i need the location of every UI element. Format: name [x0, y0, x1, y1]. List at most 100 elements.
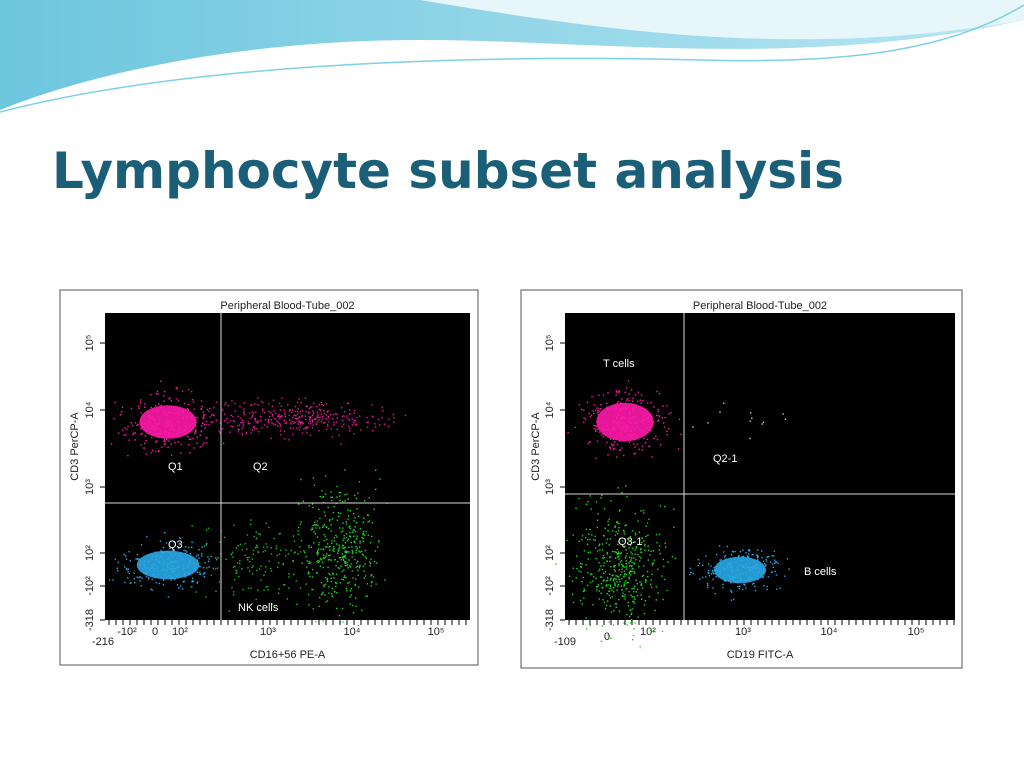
cell-dot: [300, 521, 302, 523]
cell-dot: [616, 391, 618, 393]
cell-dot: [640, 510, 642, 512]
cell-dot: [625, 524, 627, 526]
cell-dot: [185, 574, 187, 576]
cell-dot: [168, 412, 170, 414]
cell-dot: [608, 518, 610, 521]
cell-dot: [619, 409, 621, 411]
cell-dot: [164, 573, 167, 576]
cell-dot: [609, 447, 612, 449]
cell-dot: [327, 528, 330, 530]
cell-dot: [242, 426, 244, 428]
cell-dot: [278, 588, 280, 590]
cell-dot: [745, 571, 747, 574]
cell-dot: [631, 596, 633, 598]
cell-dot: [625, 566, 628, 568]
cell-dot: [183, 574, 186, 577]
cell-dot: [621, 416, 623, 418]
cell-dot: [590, 573, 592, 575]
cell-dot: [341, 570, 343, 573]
cell-dot: [632, 426, 634, 428]
cell-dot: [625, 580, 627, 582]
cell-dot: [284, 416, 287, 418]
cell-dot: [624, 430, 626, 433]
cell-dot: [196, 571, 199, 573]
cell-dot: [177, 421, 179, 423]
region-label: NK cells: [238, 602, 279, 614]
cell-dot: [629, 622, 632, 624]
cell-dot: [593, 404, 595, 406]
cell-dot: [327, 410, 329, 412]
cell-dot: [202, 417, 204, 420]
cell-dot: [773, 555, 775, 557]
cell-dot: [308, 412, 310, 414]
cell-dot: [171, 425, 174, 428]
cell-dot: [647, 402, 649, 404]
cell-dot: [201, 405, 203, 407]
cell-dot: [183, 580, 185, 582]
cell-dot: [629, 574, 632, 576]
cell-dot: [165, 432, 167, 434]
cell-dot: [316, 520, 319, 522]
cell-dot: [583, 550, 586, 552]
cell-dot: [648, 518, 650, 520]
cell-dot: [631, 530, 634, 532]
cell-dot: [304, 426, 307, 429]
cell-dot: [355, 549, 357, 551]
cell-dot: [600, 497, 602, 499]
cell-dot: [296, 427, 298, 429]
cell-dot: [328, 586, 330, 588]
cell-dot: [256, 427, 258, 430]
cell-dot: [159, 562, 161, 564]
cell-dot: [735, 581, 737, 583]
cell-dot: [178, 574, 180, 577]
cell-dot: [297, 530, 299, 532]
cell-dot: [184, 425, 187, 428]
cell-dot: [202, 573, 205, 575]
cell-dot: [363, 577, 365, 579]
cell-dot: [606, 551, 609, 554]
cell-dot: [730, 566, 732, 569]
cell-dot: [344, 575, 346, 577]
cell-dot: [342, 547, 344, 549]
cell-dot: [290, 549, 292, 552]
cell-dot: [146, 535, 148, 538]
cell-dot: [307, 573, 309, 575]
cell-dot: [283, 409, 285, 411]
cell-dot: [317, 561, 319, 564]
cell-dot: [664, 416, 666, 419]
cell-dot: [321, 418, 323, 420]
cell-dot: [624, 594, 626, 596]
cell-dot: [646, 571, 649, 573]
cell-dot: [741, 572, 743, 574]
cell-dot: [587, 442, 589, 445]
cell-dot: [194, 566, 196, 568]
cell-dot: [318, 548, 320, 550]
cell-dot: [304, 418, 307, 421]
cell-dot: [752, 571, 754, 573]
cell-dot: [153, 426, 155, 428]
cell-dot: [628, 410, 631, 413]
cell-dot: [623, 422, 625, 424]
cell-dot: [128, 572, 131, 575]
cell-dot: [633, 439, 635, 441]
cell-dot: [116, 567, 118, 570]
cell-dot: [719, 562, 722, 564]
cell-dot: [289, 427, 291, 429]
cell-dot: [337, 512, 340, 514]
cell-dot: [177, 547, 180, 550]
cell-dot: [625, 563, 628, 565]
cell-dot: [223, 420, 226, 422]
cell-dot: [306, 566, 308, 568]
cell-dot: [668, 428, 670, 430]
cell-dot: [315, 527, 317, 529]
cell-dot: [627, 380, 630, 382]
cell-dot: [668, 413, 670, 415]
cell-dot: [699, 578, 701, 580]
cell-dot: [140, 444, 142, 446]
cell-dot: [663, 426, 666, 428]
cell-dot: [268, 403, 270, 405]
cell-dot: [730, 568, 732, 571]
cell-dot: [270, 570, 273, 572]
cell-dot: [108, 579, 111, 581]
cell-dot: [655, 586, 657, 588]
